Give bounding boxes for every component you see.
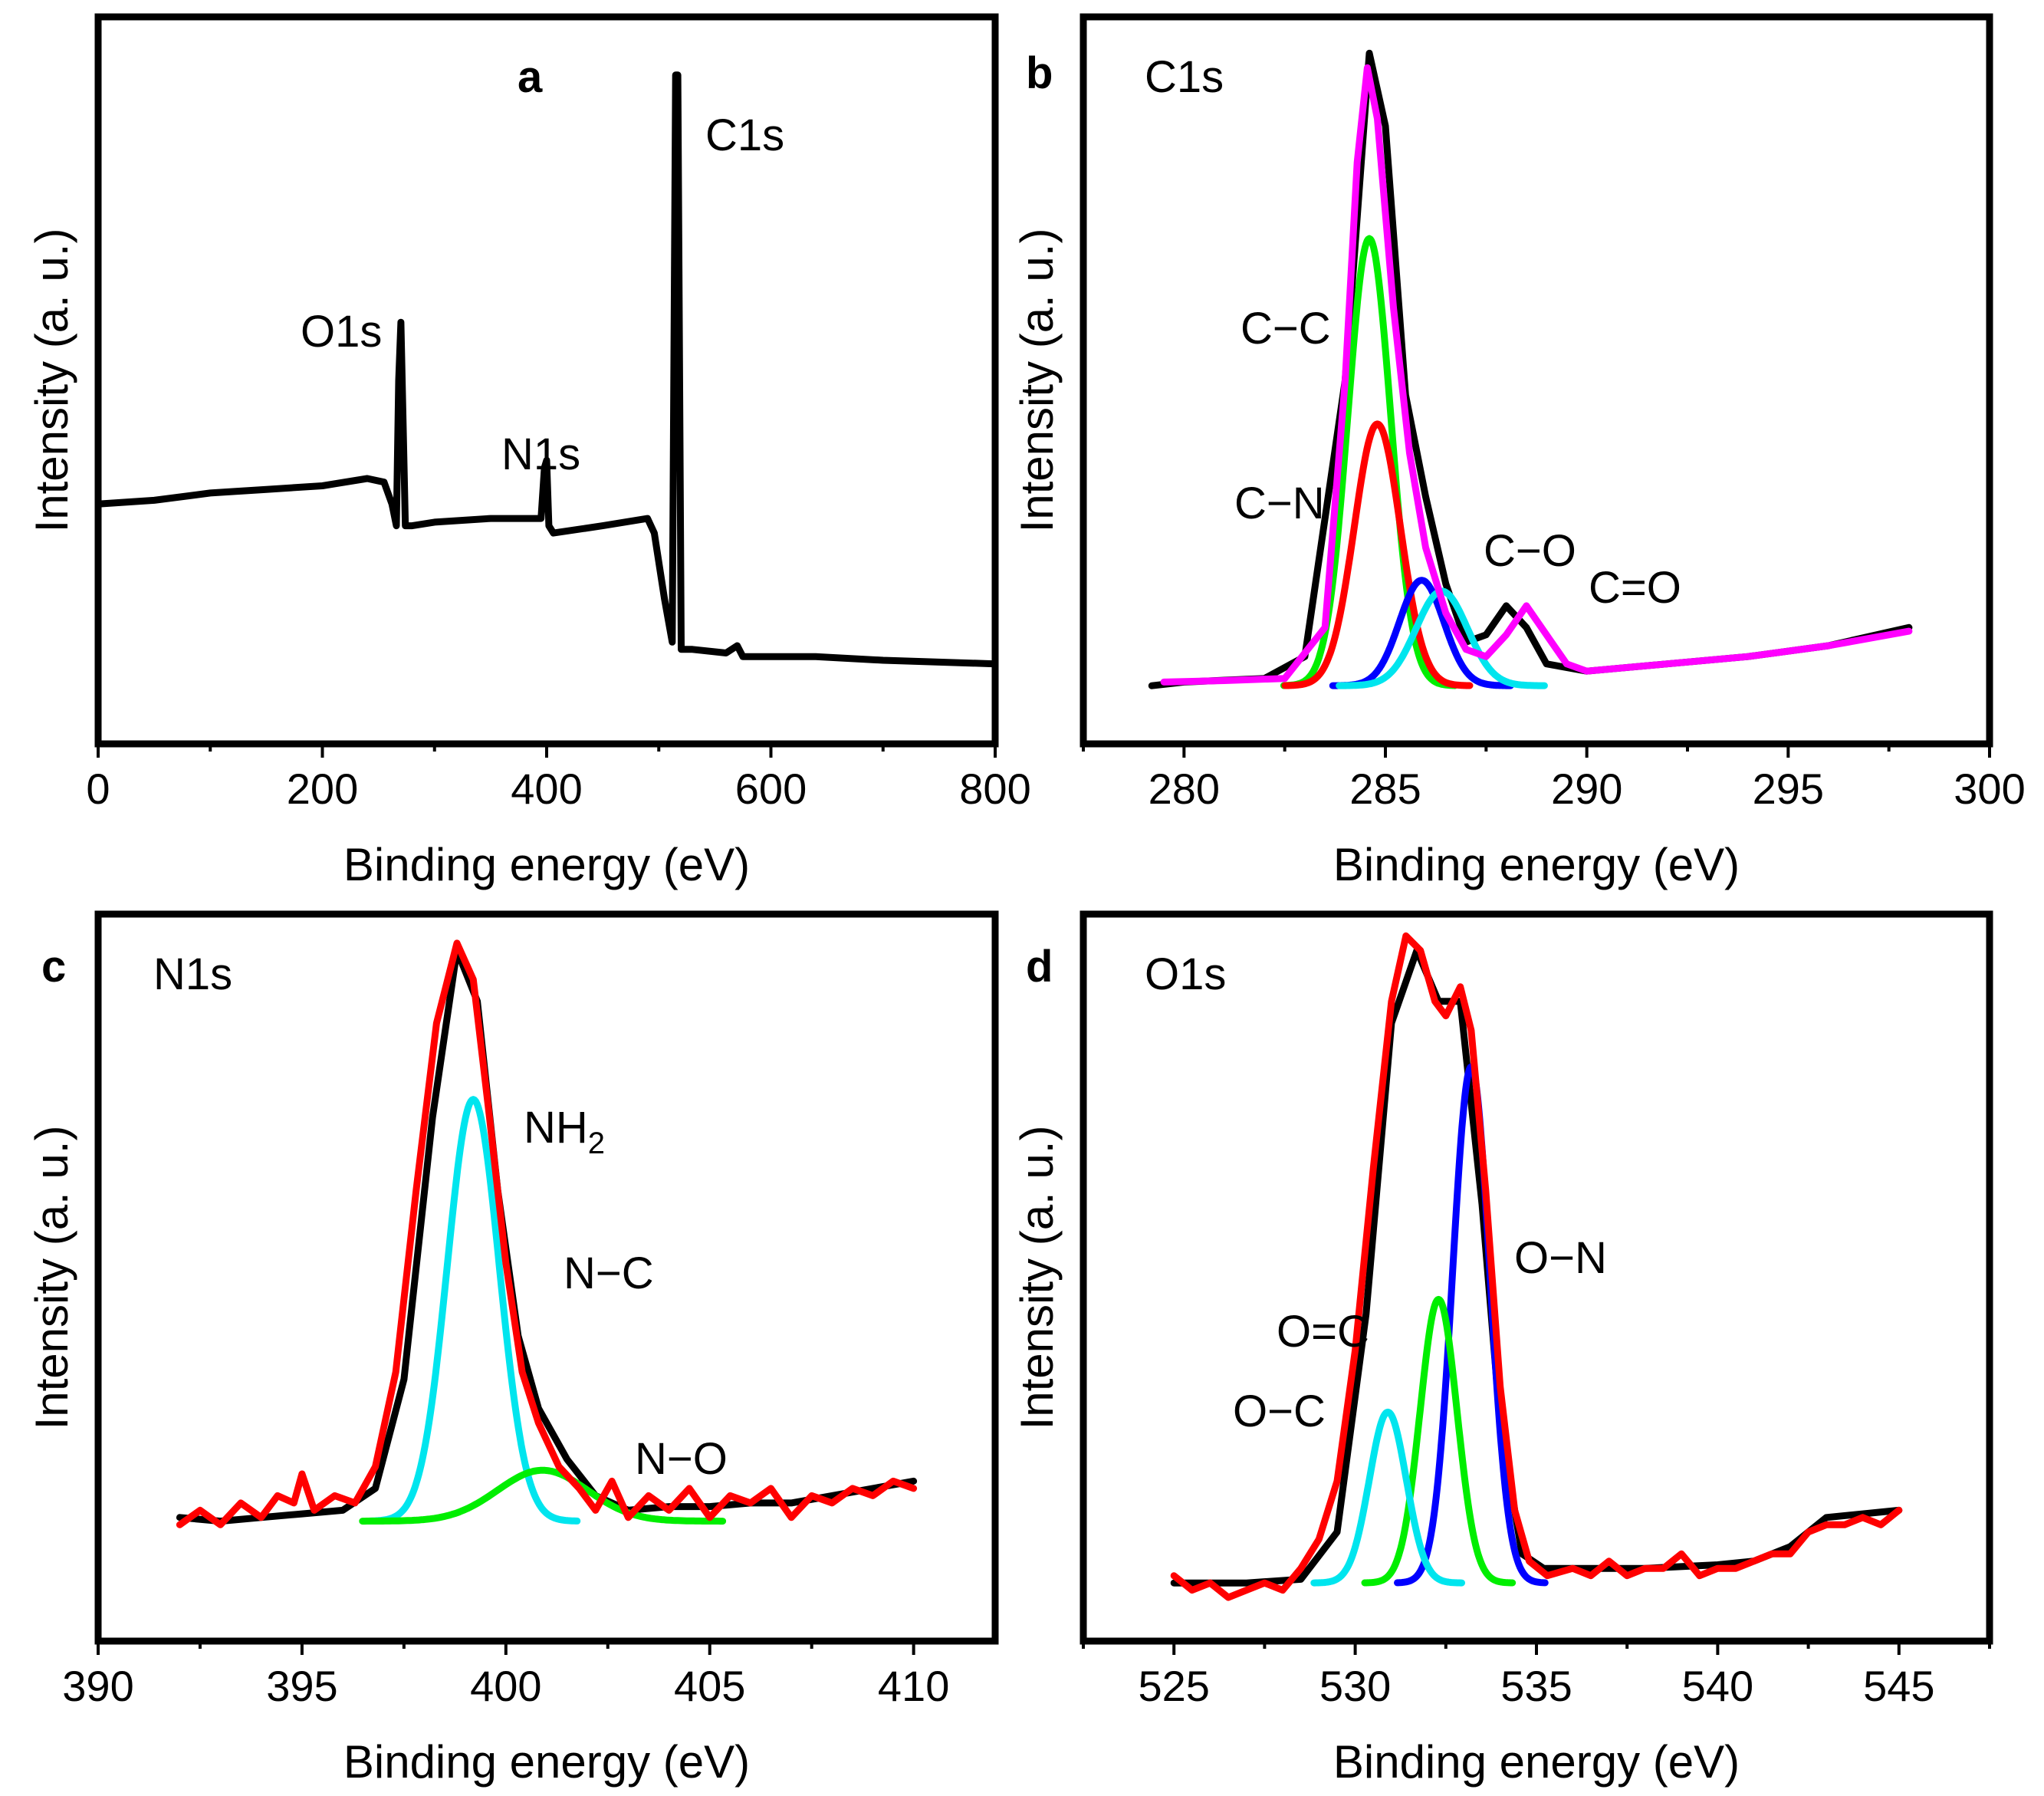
series-raw bbox=[1148, 49, 1913, 689]
y-axis-title: Intensity (a. u.) bbox=[26, 229, 77, 533]
panel-a: a 0 200 400 600 800 O1s N1s C1s Binding ener… bbox=[26, 13, 1031, 890]
peak-annotations: O−N O=C O−C bbox=[1233, 1233, 1607, 1436]
series-envelope bbox=[1160, 64, 1913, 686]
panel-letter: a bbox=[518, 52, 543, 102]
series-layer bbox=[94, 71, 999, 668]
x-axis-ticks: 525 530 535 540 545 bbox=[1082, 1641, 1991, 1710]
x-tick-label: 290 bbox=[1551, 765, 1622, 813]
x-tick-label: 535 bbox=[1500, 1662, 1572, 1710]
x-tick-label: 390 bbox=[62, 1662, 133, 1710]
plot-frame bbox=[94, 910, 999, 1645]
x-tick-label: 600 bbox=[735, 765, 807, 813]
x-tick-label: 395 bbox=[266, 1662, 337, 1710]
x-tick-label: 400 bbox=[511, 765, 582, 813]
x-tick-label: 525 bbox=[1138, 1662, 1209, 1710]
annotation-nh2: NH2 bbox=[524, 1103, 605, 1160]
annotation-n-o: N−O bbox=[635, 1434, 728, 1484]
y-axis-title: Intensity (a. u.) bbox=[1011, 229, 1063, 533]
x-tick-label: 0 bbox=[86, 765, 110, 813]
series-o-c bbox=[1361, 1295, 1517, 1587]
x-tick-label: 200 bbox=[287, 765, 358, 813]
series-layer bbox=[1170, 932, 1903, 1601]
series-fit bbox=[1170, 932, 1903, 1601]
panel-letter: d bbox=[1026, 942, 1053, 992]
panel-d: d 525 530 535 540 545 O1s O−N O=C O−C Bindin… bbox=[1011, 910, 1993, 1788]
x-axis-ticks: 280 285 290 295 300 bbox=[1082, 744, 2026, 813]
panel-title: O1s bbox=[1145, 949, 1226, 999]
x-axis-title: Binding energy (eV) bbox=[343, 1736, 750, 1788]
x-tick-label: 530 bbox=[1319, 1662, 1391, 1710]
panel-title: C1s bbox=[1145, 52, 1224, 102]
annotation-n1s: N1s bbox=[501, 429, 580, 479]
plot-frame bbox=[94, 13, 999, 748]
panel-c: c 390 395 400 405 410 N1s NH2 N−C N−O Bindin… bbox=[26, 910, 999, 1788]
series-nh2 bbox=[366, 1096, 581, 1525]
panel-letter: c bbox=[41, 942, 66, 992]
x-tick-label: 405 bbox=[674, 1662, 745, 1710]
panel-b: b 280 285 290 295 300 C1s C−C C−N C−O C=O Bi… bbox=[1011, 13, 2026, 890]
annotation-o-n: O−N bbox=[1514, 1233, 1607, 1283]
series-layer bbox=[176, 939, 918, 1528]
series-survey bbox=[94, 71, 999, 668]
panel-letter: b bbox=[1026, 48, 1053, 98]
x-tick-label: 300 bbox=[1954, 765, 2025, 813]
series-layer bbox=[1148, 49, 1913, 689]
annotation-o-eq-c: O=C bbox=[1277, 1307, 1369, 1357]
annotation-c-n: C−N bbox=[1234, 479, 1325, 528]
x-axis-title: Binding energy (eV) bbox=[1333, 1736, 1740, 1788]
x-tick-label: 400 bbox=[470, 1662, 541, 1710]
x-tick-label: 540 bbox=[1682, 1662, 1753, 1710]
x-tick-label: 800 bbox=[959, 765, 1030, 813]
series-c-n bbox=[1281, 420, 1474, 689]
peak-annotations: C−C C−N C−O C=O bbox=[1234, 304, 1681, 613]
peak-annotations: NH2 N−C N−O bbox=[524, 1103, 728, 1484]
series-fit bbox=[176, 939, 918, 1528]
x-axis-title: Binding energy (eV) bbox=[1333, 839, 1740, 890]
annotation-c-eq-o: C=O bbox=[1589, 563, 1681, 613]
series-c-c bbox=[1280, 235, 1458, 689]
annotation-c-c: C−C bbox=[1241, 304, 1331, 354]
x-axis-ticks: 0 200 400 600 800 bbox=[86, 744, 1031, 813]
annotation-n-c: N−C bbox=[564, 1248, 654, 1298]
series-o-c bbox=[1310, 1408, 1465, 1587]
annotation-nh2-subscript: 2 bbox=[588, 1127, 605, 1160]
x-axis-ticks: 390 395 400 405 410 bbox=[62, 1641, 949, 1710]
plot-frame bbox=[1080, 13, 1993, 748]
annotation-o1s: O1s bbox=[301, 307, 382, 357]
x-tick-label: 285 bbox=[1349, 765, 1421, 813]
x-tick-label: 410 bbox=[878, 1662, 949, 1710]
series-n-o bbox=[359, 1466, 727, 1525]
x-tick-label: 545 bbox=[1863, 1662, 1934, 1710]
annotation-c-o: C−O bbox=[1484, 526, 1576, 576]
x-axis-title: Binding energy (eV) bbox=[343, 839, 750, 890]
x-tick-label: 280 bbox=[1149, 765, 1220, 813]
x-tick-label: 295 bbox=[1753, 765, 1824, 813]
peak-annotations: O1s N1s C1s bbox=[301, 110, 784, 479]
y-axis-title: Intensity (a. u.) bbox=[1011, 1126, 1063, 1430]
annotation-o-c: O−C bbox=[1233, 1386, 1326, 1436]
y-axis-title: Intensity (a. u.) bbox=[26, 1126, 77, 1430]
annotation-nh2-text: NH bbox=[524, 1103, 588, 1153]
panel-title: N1s bbox=[153, 949, 232, 999]
annotation-c1s: C1s bbox=[705, 110, 784, 160]
